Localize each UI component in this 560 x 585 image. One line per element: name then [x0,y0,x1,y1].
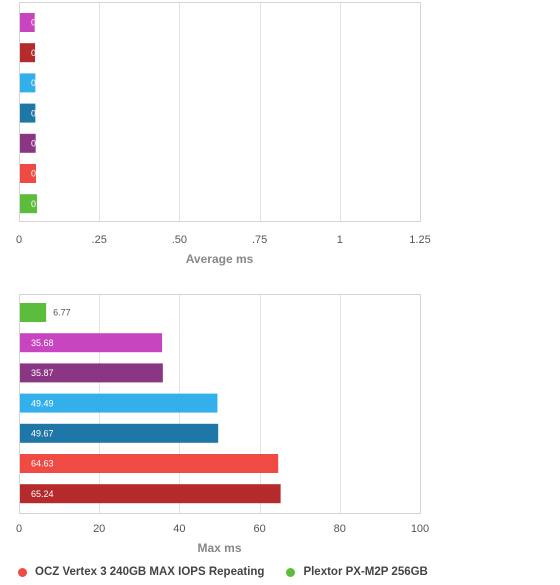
legend-swatch-plextor [286,567,296,577]
bar [20,43,36,63]
bar-value-label: 64.63 [31,459,54,469]
bar [20,484,281,504]
bar-value-label: 35.87 [31,368,54,378]
bar-value-label: 0.051 [31,78,54,88]
bar-value-label: 0.051 [31,108,54,118]
tick-label: 1 [337,234,343,246]
chart-1: 0.049 0.050 0.051 0.051 0.052 0.053 0.056 0 .25.… [16,2,431,266]
legend-swatch-ocz-vertex [18,567,27,577]
bar-value-label: 0.050 [31,48,54,58]
legend-label-plextor: Plextor PX-M2P 256GB [303,566,428,578]
legend: OCZ Vertex 3 240GB MAX IOPS Repeating Pl… [18,566,428,578]
bar [20,303,47,322]
axis-title: Average ms [186,252,254,266]
plot-frame [19,2,421,222]
bar [20,133,36,153]
chart-2: 6.77 35.68 35.87 49.49 49.67 64.63 65.24 0 20 40 6… [16,294,429,555]
tick-label: 60 [253,523,265,535]
bar-value-label: 35.68 [31,338,54,348]
bar [20,13,35,32]
tick-label: 20 [93,523,105,535]
bar-value-label: 49.67 [31,429,54,439]
tick-label: 40 [173,523,185,535]
tick-label: .75 [252,234,267,246]
bar-value-label: 0.053 [31,169,54,179]
bar-value-label: 65.24 [31,489,54,499]
bar [20,363,163,383]
tick-label: .25 [92,234,107,246]
bar-value-label: 0.049 [31,18,54,28]
tick-label: 100 [411,523,429,535]
legend-item-ocz-vertex: OCZ Vertex 3 240GB MAX IOPS Repeating [18,566,264,578]
bar [20,73,36,93]
tick-label: 0 [16,523,22,535]
bar [20,194,37,214]
bar [20,423,219,443]
bar-value-label: 0.052 [31,139,54,149]
bar-value-label: 49.49 [31,398,54,408]
bar [20,454,279,473]
bar [20,103,36,123]
bar [20,393,218,413]
tick-label: 1.25 [409,234,430,246]
tick-label: 0 [16,234,22,246]
legend-label-ocz-vertex: OCZ Vertex 3 240GB MAX IOPS Repeating [35,566,265,578]
bar-value-label: 6.77 [53,308,71,318]
legend-item-plextor: Plextor PX-M2P 256GB [286,566,428,578]
tick-label: .50 [172,234,187,246]
bar-value-label: 0.056 [31,199,54,209]
axis-title: Max ms [197,541,241,555]
bar [20,164,37,183]
tick-label: 80 [334,523,346,535]
bar [20,333,163,353]
